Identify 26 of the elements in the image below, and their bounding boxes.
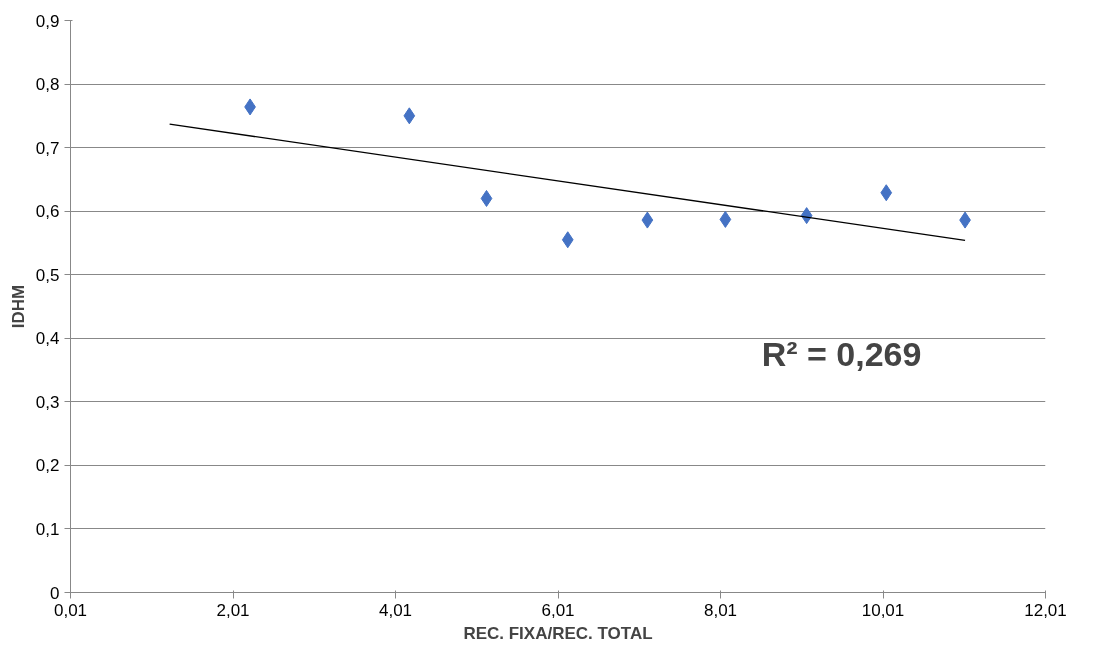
x-tick-label: 4,01: [378, 600, 413, 620]
point: [561, 231, 574, 249]
point: [719, 210, 732, 228]
y-tick-label: 0,4: [35, 329, 60, 349]
point: [480, 189, 493, 207]
x-tick-label: 10,01: [861, 600, 905, 620]
x-tick-label: 0,01: [53, 600, 88, 620]
y-tick-label: 0,2: [35, 456, 60, 476]
x-tick-label: 2,01: [216, 600, 250, 620]
y-tick-label: 0,9: [35, 11, 60, 31]
x-tick-label: 8,01: [703, 600, 738, 620]
x-tick-label: 12,01: [1024, 600, 1067, 620]
y-tick-label: 0: [50, 583, 60, 603]
y-tick-label: 0,7: [35, 138, 60, 158]
y-tick-label: 0,5: [35, 265, 60, 285]
point: [641, 211, 654, 229]
y-tick-label: 0,8: [35, 75, 60, 95]
x-tick-label: 6,01: [541, 600, 575, 620]
point: [880, 184, 893, 202]
point: [403, 107, 416, 125]
y-axis-title: IDHM: [8, 284, 28, 329]
y-tick-label: 0,3: [35, 392, 60, 412]
annotation: R² = 0,269: [761, 335, 922, 374]
x-axis-title: REC. FIXA/REC. TOTAL: [463, 623, 653, 643]
y-tick-label: 0,1: [35, 519, 60, 539]
y-tick-label: 0,6: [35, 202, 60, 222]
